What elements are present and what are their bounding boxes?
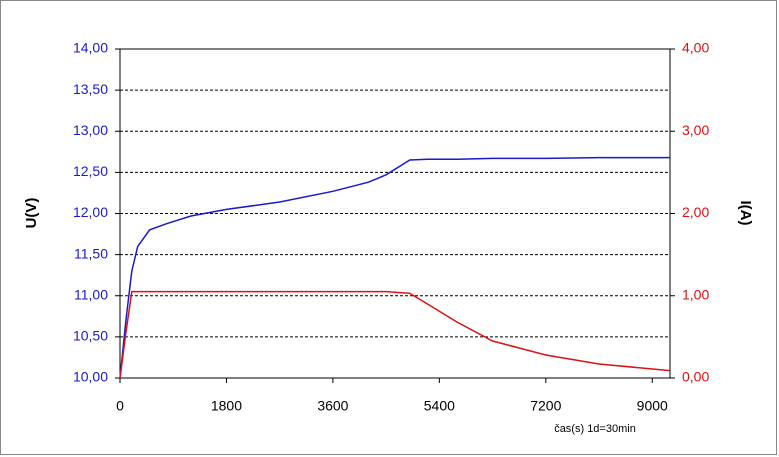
- x-tick-label: 7200: [530, 398, 561, 414]
- x-tick-label: 1800: [211, 398, 242, 414]
- y-tick-label: 13,00: [73, 122, 108, 138]
- y2-tick-label: 1,00: [682, 286, 709, 302]
- y2-tick-label: 0,00: [682, 369, 709, 385]
- series-line: [119, 290, 671, 379]
- x-tick-label: 5400: [424, 398, 455, 414]
- y-tick-label: 11,50: [74, 245, 108, 261]
- x-tick-label: 3600: [317, 398, 348, 414]
- y-axis-title: U(V): [23, 198, 40, 229]
- y2-tick-label: 4,00: [682, 40, 709, 56]
- y-tick-label: 11,00: [74, 286, 108, 302]
- y-tick-label: 10,00: [73, 369, 108, 385]
- y-tick-label: 13,50: [73, 81, 108, 97]
- y2-tick-label: 2,00: [682, 204, 709, 220]
- y-tick-label: 12,00: [73, 204, 108, 220]
- x-axis-title: čas(s) 1d=30min: [554, 423, 636, 435]
- y2-axis-title: I(A): [737, 201, 754, 226]
- series-line: [119, 156, 670, 379]
- plot-frame: [119, 48, 671, 379]
- x-tick-label: 9000: [637, 398, 668, 414]
- x-tick-label: 0: [116, 398, 124, 414]
- y2-tick-label: 3,00: [682, 122, 709, 138]
- y-tick-label: 14,00: [73, 40, 108, 56]
- y-tick-label: 10,50: [73, 328, 108, 344]
- y-tick-label: 12,50: [73, 163, 108, 179]
